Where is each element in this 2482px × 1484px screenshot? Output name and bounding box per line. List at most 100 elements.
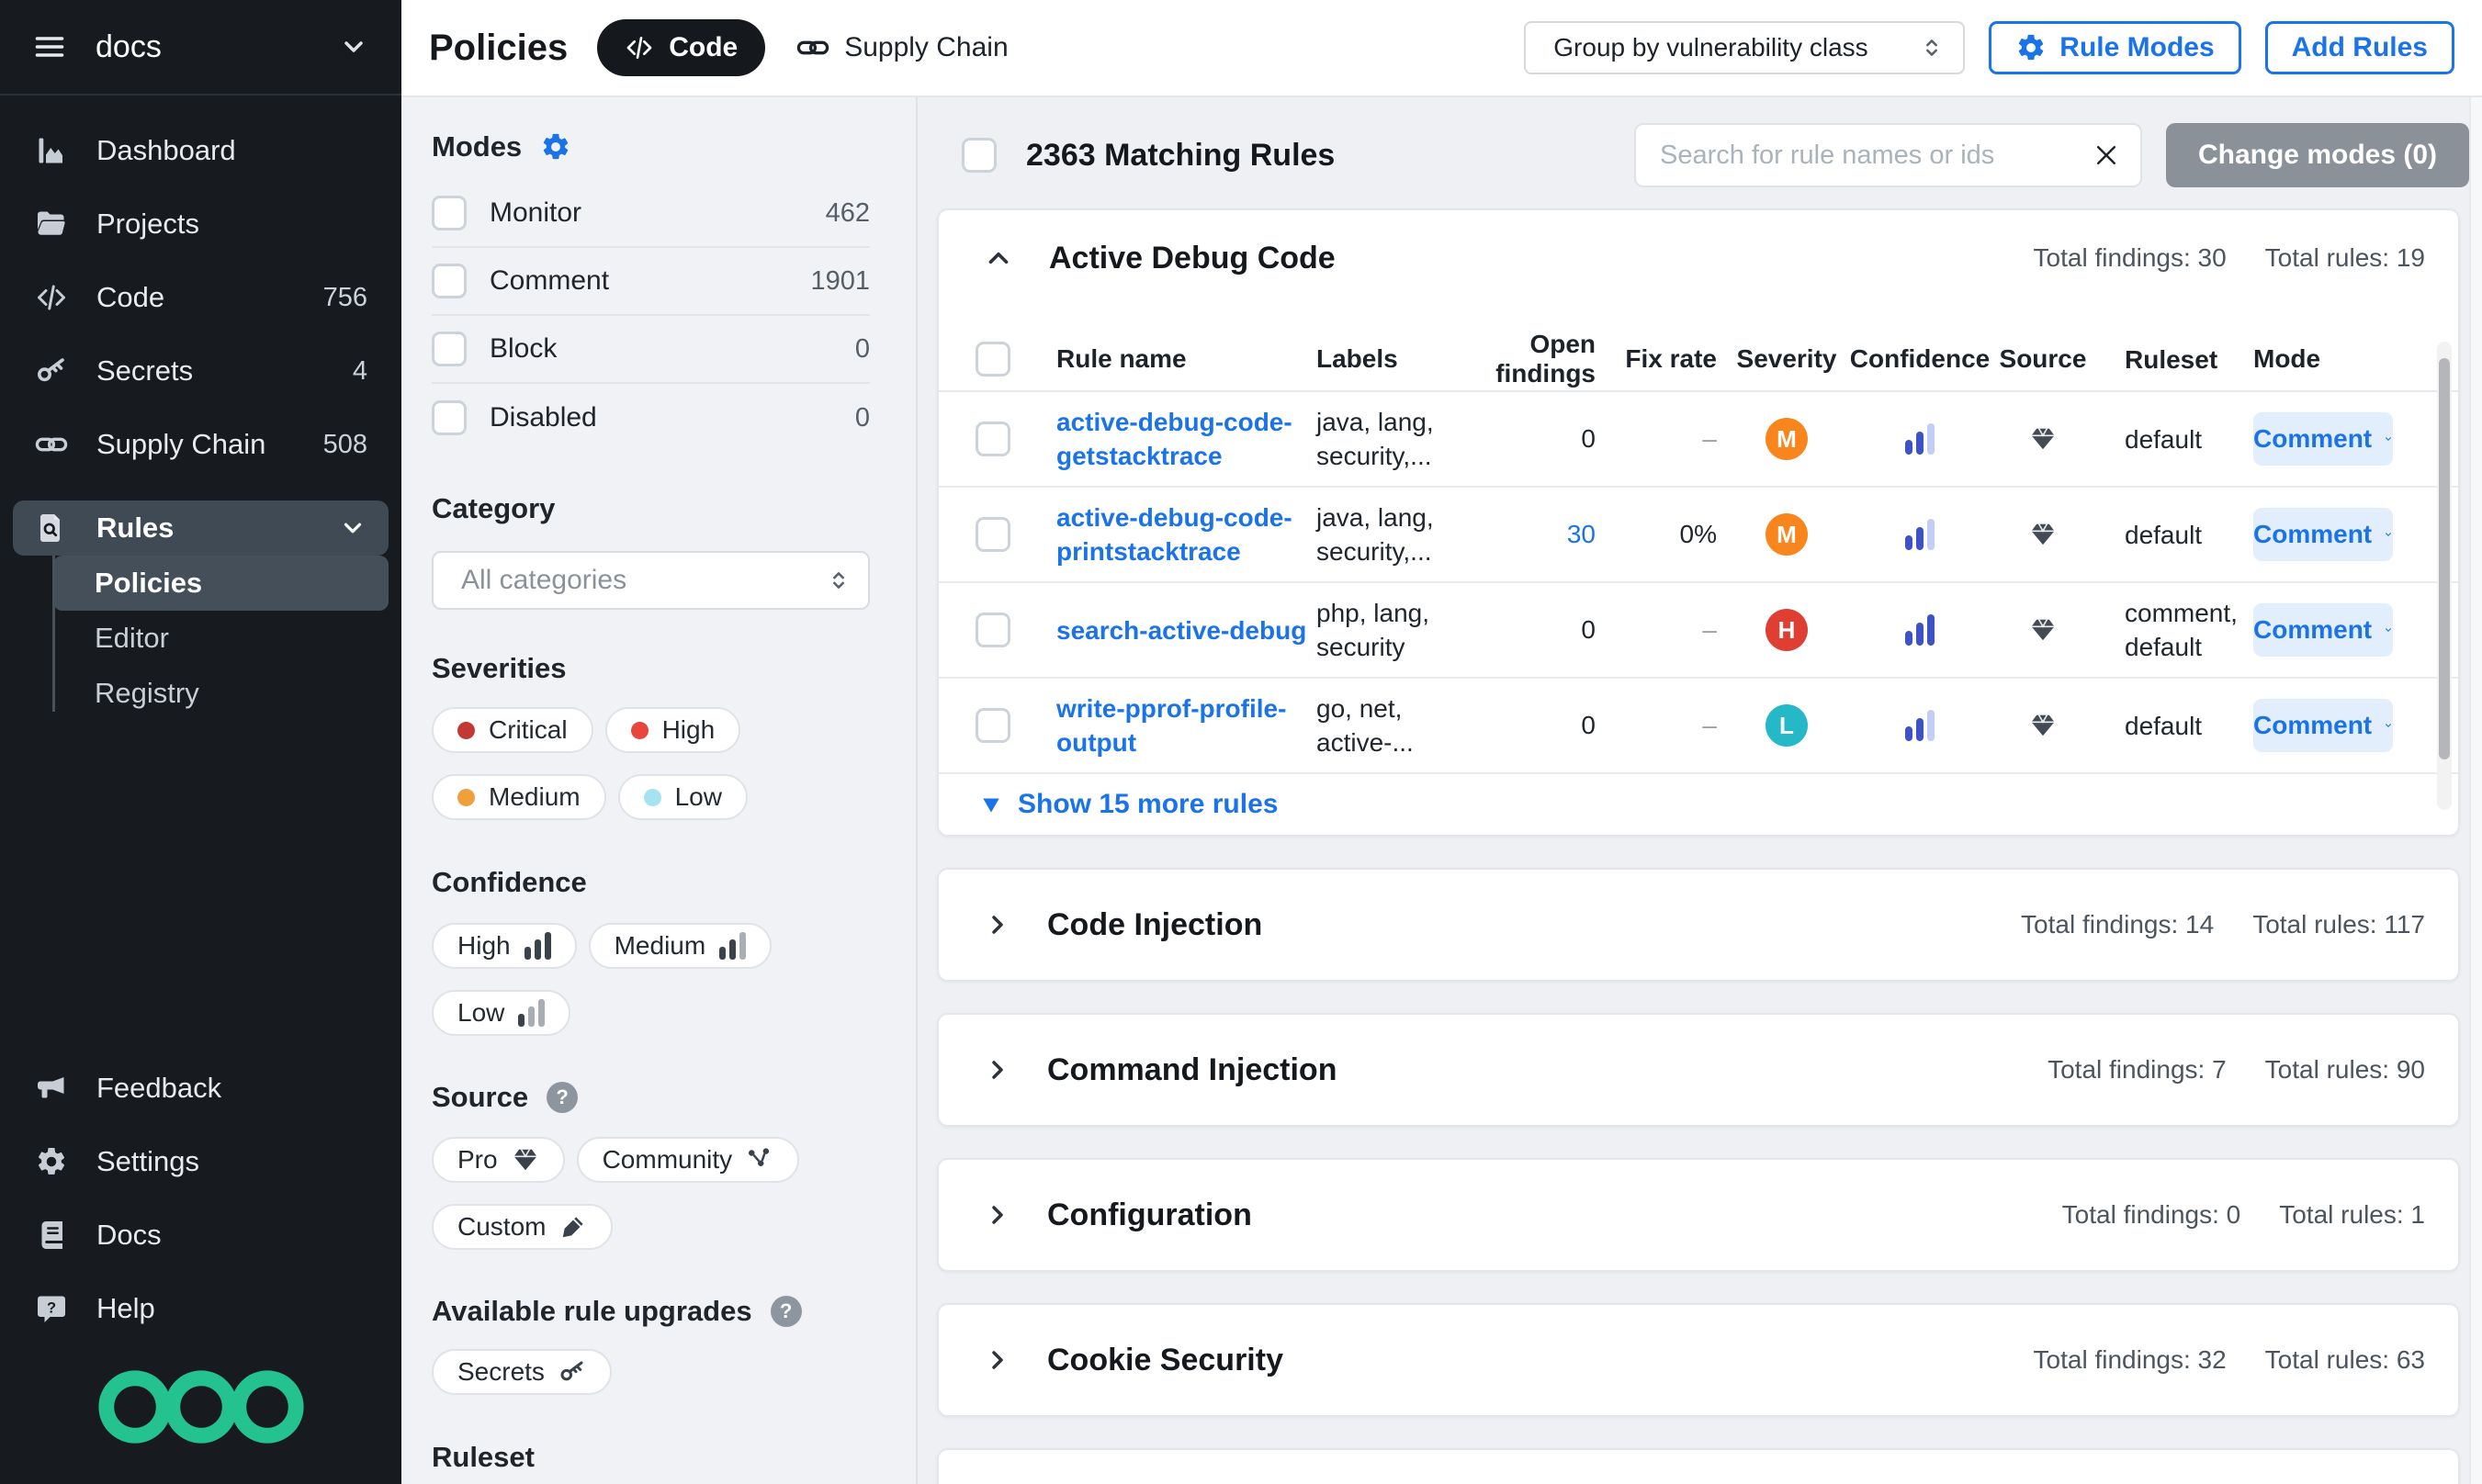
chevron-up-icon[interactable] [983, 242, 1014, 274]
sidebar-item-label: Docs [96, 1219, 162, 1251]
group-card-command-injection[interactable]: Command Injection Total findings: 7 Tota… [937, 1013, 2460, 1127]
group-card-configuration[interactable]: Configuration Total findings: 0 Total ru… [937, 1158, 2460, 1272]
table-scrollbar[interactable] [2437, 342, 2452, 810]
sidebar-item-rules[interactable]: Rules [13, 500, 389, 556]
rule-name-link[interactable]: search-active-debug [1056, 613, 1316, 647]
group-card-cookie-security[interactable]: Cookie Security Total findings: 32 Total… [937, 1303, 2460, 1417]
checkbox[interactable] [432, 332, 467, 366]
mode-filter-disabled[interactable]: Disabled 0 [432, 384, 870, 452]
select-updown-icon [826, 568, 852, 593]
checkbox[interactable] [432, 400, 467, 435]
row-checkbox[interactable] [976, 422, 1010, 456]
rule-name-link[interactable]: active-debug-code- getstacktrace [1056, 405, 1316, 473]
checkbox[interactable] [432, 264, 467, 298]
show-more-rules-link[interactable]: Show 15 more rules [939, 774, 2458, 835]
chevron-right-icon[interactable] [983, 1345, 1012, 1375]
total-findings: Total findings: 0 [2061, 1200, 2241, 1229]
mode-dropdown-button[interactable]: Comment [2253, 412, 2393, 466]
rule-labels: go, net, active-... [1316, 691, 1459, 759]
org-switcher[interactable]: docs [0, 0, 401, 96]
source-chip-custom[interactable]: Custom [432, 1204, 614, 1250]
sidebar-item-dashboard[interactable]: Dashboard [0, 114, 401, 187]
rule-name-link[interactable]: active-debug-code- printstacktrace [1056, 500, 1316, 568]
sidebar-item-help[interactable]: Help [0, 1272, 401, 1345]
group-select-checkbox[interactable] [976, 342, 1010, 377]
sidebar-item-registry[interactable]: Registry [0, 666, 401, 721]
heading-label: Available rule upgrades [432, 1295, 752, 1327]
severity-badge: M [1766, 418, 1808, 460]
rule-name-link[interactable]: write-pprof-profile- output [1056, 691, 1316, 759]
gear-icon[interactable] [540, 131, 571, 163]
group-card-code-injection[interactable]: Code Injection Total findings: 14 Total … [937, 868, 2460, 982]
label-line: php, lang, [1316, 599, 1429, 627]
sidebar-item-docs[interactable]: Docs [0, 1198, 401, 1272]
help-circle-icon[interactable] [547, 1082, 579, 1113]
rule-labels: java, lang, security,... [1316, 405, 1459, 473]
chevron-right-icon[interactable] [983, 1055, 1012, 1085]
mode-filter-monitor[interactable]: Monitor 462 [432, 180, 870, 248]
fix-rate-value: – [1702, 615, 1717, 644]
severity-chip-low[interactable]: Low [617, 774, 748, 820]
sidebar-item-supply-chain[interactable]: Supply Chain 508 [0, 408, 401, 481]
row-checkbox[interactable] [976, 708, 1010, 743]
rule-name-line: active-debug-code- [1056, 503, 1292, 532]
upgrade-chip-secrets[interactable]: Secrets [432, 1349, 612, 1395]
sidebar-item-editor[interactable]: Editor [0, 611, 401, 666]
confidence-chip-medium[interactable]: Medium [588, 923, 773, 969]
group-by-select[interactable]: Group by vulnerability class [1524, 21, 1966, 74]
source-chip-pro[interactable]: Pro [432, 1137, 565, 1183]
rule-modes-button[interactable]: Rule Modes [1989, 21, 2241, 74]
clear-search-icon[interactable] [2093, 141, 2120, 169]
scrollbar-thumb[interactable] [2439, 358, 2450, 759]
help-circle-icon[interactable] [770, 1296, 802, 1327]
label-line: security [1316, 633, 1405, 661]
select-all-checkbox[interactable] [962, 138, 997, 173]
category-select[interactable]: All categories [432, 551, 870, 610]
topbar: Policies Code Supply Chain Group by vuln… [401, 0, 2482, 97]
sidebar-item-projects[interactable]: Projects [0, 187, 401, 261]
row-checkbox[interactable] [976, 613, 1010, 647]
row-checkbox[interactable] [976, 517, 1010, 552]
add-rules-button[interactable]: Add Rules [2264, 21, 2454, 74]
sidebar-item-code[interactable]: Code 756 [0, 261, 401, 334]
sidebar-item-feedback[interactable]: Feedback [0, 1051, 401, 1125]
rule-name-line: printstacktrace [1056, 537, 1241, 566]
mode-filter-comment[interactable]: Comment 1901 [432, 248, 870, 316]
mode-dropdown-button[interactable]: Comment [2253, 603, 2393, 657]
checkbox[interactable] [432, 196, 467, 230]
mode-filter-block[interactable]: Block 0 [432, 316, 870, 384]
chain-link-icon [796, 31, 829, 64]
chevron-right-icon[interactable] [983, 910, 1012, 939]
group-card-partial [937, 1448, 2460, 1484]
severity-chips-row1: Critical High [432, 707, 870, 753]
severity-chip-critical[interactable]: Critical [432, 707, 593, 753]
total-findings: Total findings: 32 [2033, 1345, 2227, 1374]
sidebar-item-policies[interactable]: Policies [53, 556, 389, 611]
group-header[interactable]: Active Debug Code Total findings: 30 Tot… [939, 210, 2458, 306]
page-scrollbar[interactable] [2469, 97, 2482, 1484]
sidebar-item-label: Help [96, 1292, 155, 1324]
chip-label: High [661, 715, 716, 744]
open-findings-link[interactable]: 30 [1566, 520, 1596, 548]
col-mode: Mode [2253, 344, 2321, 373]
sidebar-item-settings[interactable]: Settings [0, 1125, 401, 1198]
confidence-chip-low[interactable]: Low [432, 990, 571, 1036]
tab-code[interactable]: Code [597, 19, 766, 76]
tab-supply-chain[interactable]: Supply Chain [796, 31, 1009, 64]
chip-label: Critical [489, 715, 568, 744]
source-chip-community[interactable]: Community [576, 1137, 800, 1183]
confidence-chip-high[interactable]: High [432, 923, 577, 969]
mode-dropdown-button[interactable]: Comment [2253, 508, 2393, 561]
search-input[interactable] [1660, 140, 2093, 171]
sidebar-item-secrets[interactable]: Secrets 4 [0, 334, 401, 408]
severity-chip-medium[interactable]: Medium [432, 774, 606, 820]
group-by-value: Group by vulnerability class [1553, 33, 1868, 62]
confidence-bars-icon [1905, 710, 1935, 741]
change-modes-button[interactable]: Change modes (0) [2166, 123, 2469, 187]
menu-icon[interactable] [33, 30, 66, 63]
severity-chip-high[interactable]: High [604, 707, 741, 753]
chevron-right-icon[interactable] [983, 1200, 1012, 1230]
group-totals: Total findings: 32 Total rules: 63 [2034, 1345, 2425, 1375]
group-totals: Total findings: 14 Total rules: 117 [2021, 910, 2425, 939]
mode-dropdown-button[interactable]: Comment [2253, 699, 2393, 752]
